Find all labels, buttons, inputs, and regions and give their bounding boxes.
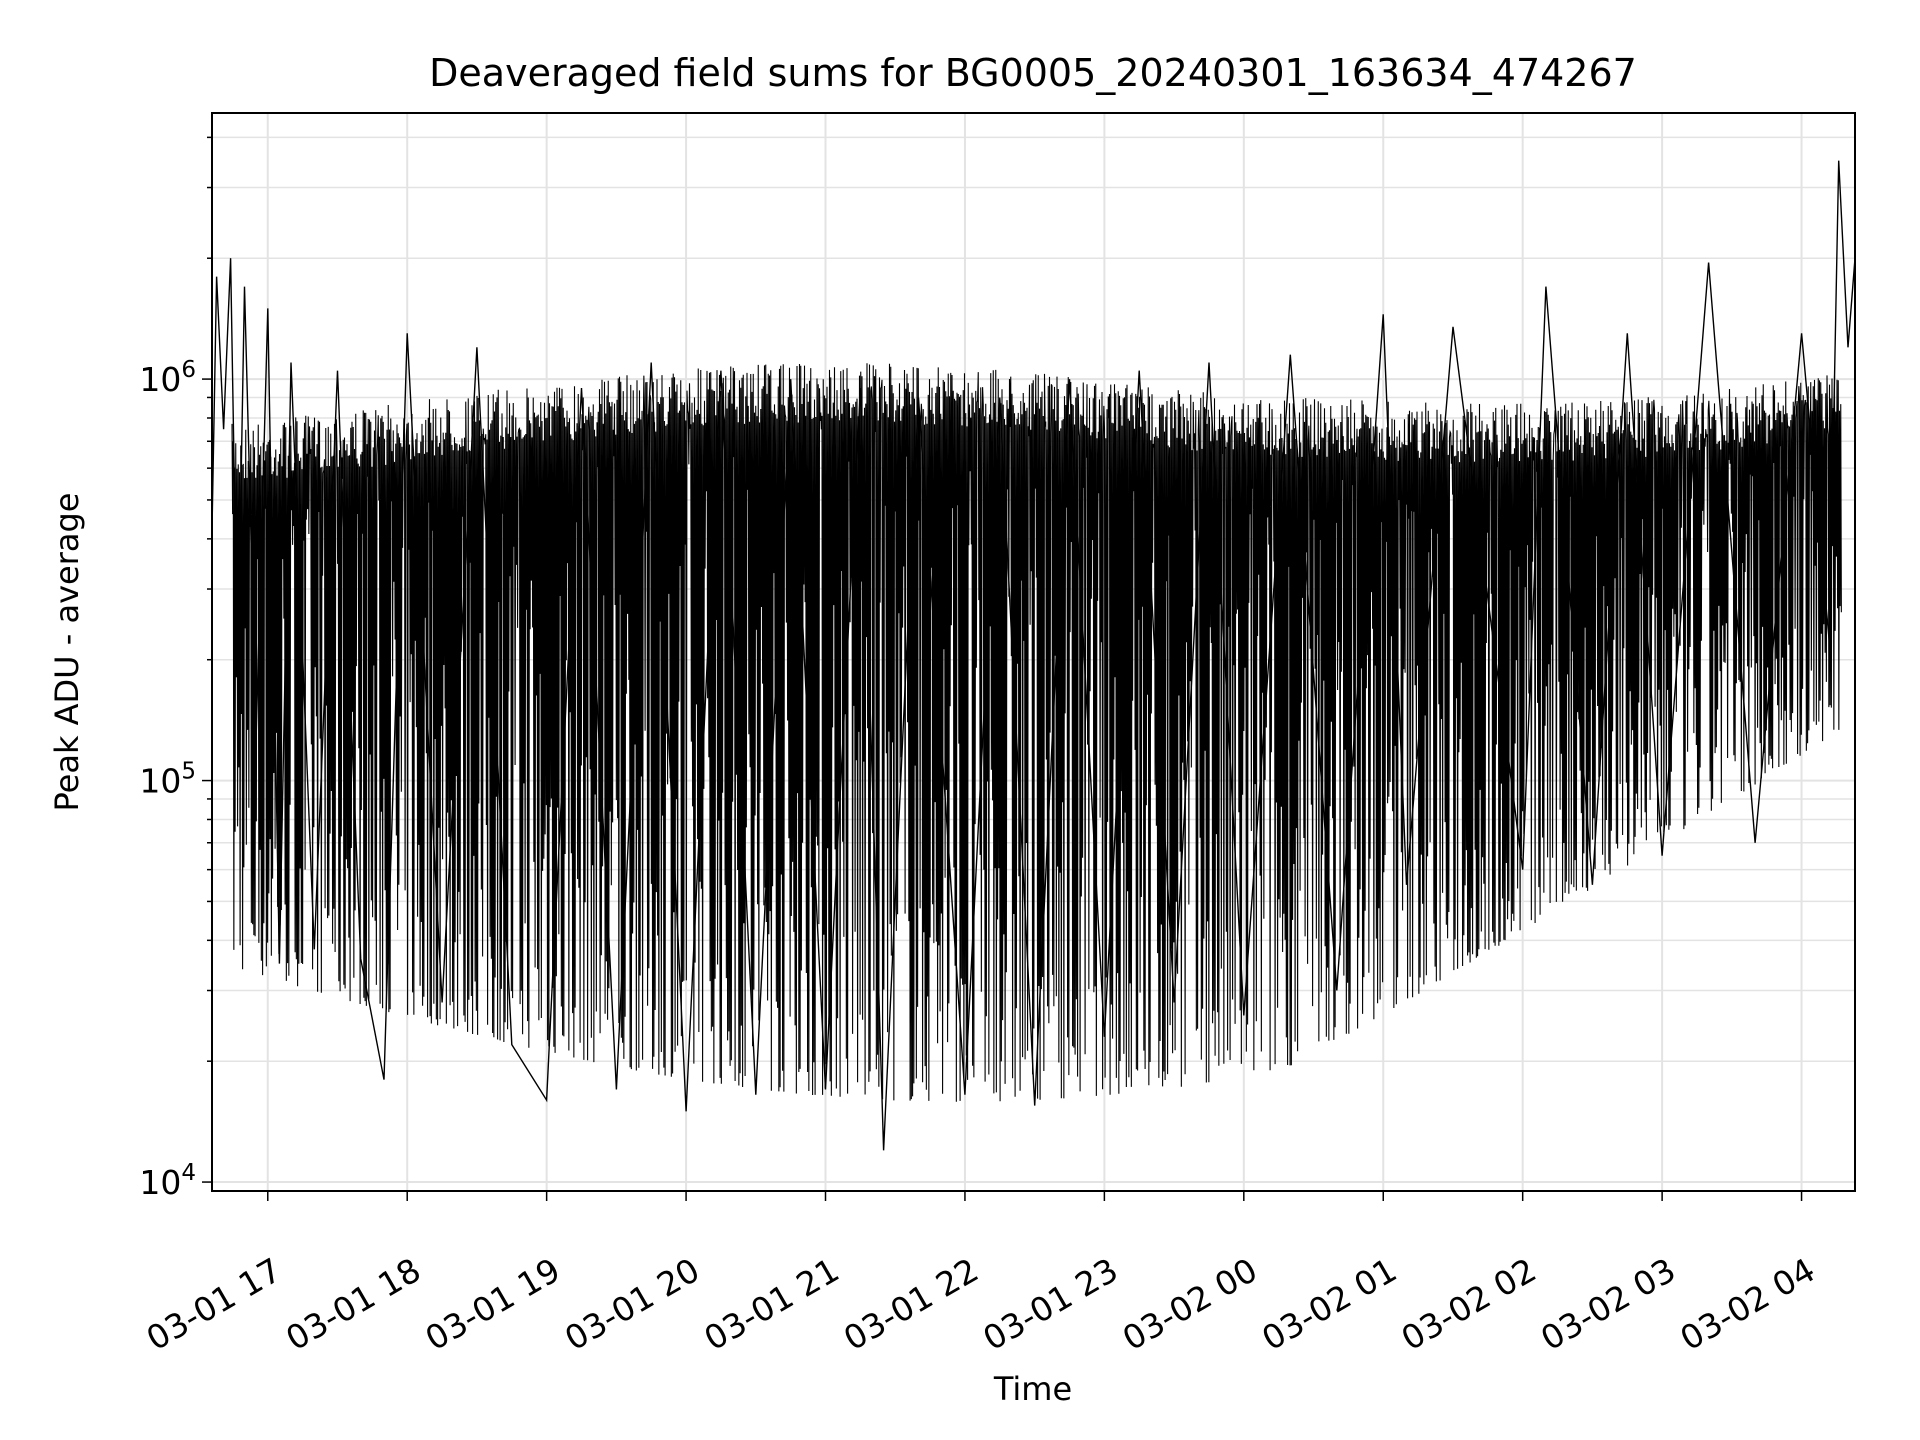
series-layer	[211, 160, 1856, 1151]
chart-title: Deaveraged field sums for BG0005_2024030…	[429, 51, 1637, 95]
y-axis-label: Peak ADU - average	[48, 493, 86, 812]
y-tick-label: 106	[139, 357, 196, 399]
series-fill-trace	[231, 363, 1842, 1102]
y-axis: 104 105 106	[139, 136, 212, 1202]
y-tick-label: 104	[139, 1160, 196, 1202]
x-axis-label: Time	[993, 1370, 1072, 1408]
plot-frame	[211, 112, 1856, 1192]
y-tick-label: 105	[139, 759, 196, 801]
